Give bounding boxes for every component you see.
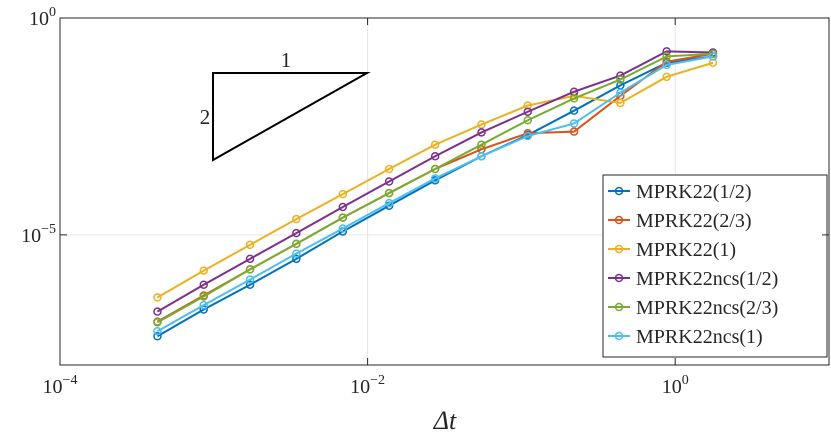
tick-exponent: −2: [370, 373, 385, 388]
legend-marker: [614, 331, 624, 341]
marker: [292, 249, 301, 258]
marker: [384, 198, 394, 208]
marker: [245, 265, 255, 274]
legend-box: [602, 174, 828, 358]
marker: [477, 120, 486, 129]
x-axis-label: Δt: [433, 406, 457, 435]
marker: [430, 140, 440, 149]
marker: [292, 254, 301, 264]
tick-exponent: −4: [63, 373, 78, 388]
marker: [292, 228, 301, 238]
tick-label: 10−4: [43, 373, 78, 398]
marker: [662, 60, 671, 70]
legend: MPRK22(1/2) MPRK22(2/3) MPRK22(1) MPRK22ncs…: [602, 174, 828, 358]
marker: [569, 119, 579, 128]
tick-exponent: 0: [49, 5, 56, 20]
tick-base: 10: [29, 8, 49, 30]
slope-triangle: [212, 72, 371, 162]
marker: [153, 332, 162, 341]
marker: [384, 188, 394, 198]
tick-base: 10: [662, 376, 682, 398]
plot: [153, 47, 718, 341]
marker: [338, 202, 348, 212]
legend-label: MPRK22(1/2): [636, 181, 752, 203]
marker: [338, 213, 348, 222]
legend-label: MPRK22(1): [636, 239, 736, 261]
marker: [569, 94, 579, 103]
legend-marker: [614, 244, 624, 254]
tick-base: 10: [21, 225, 41, 247]
legend-marker: [614, 186, 624, 196]
tick-label: 100: [662, 373, 689, 398]
marker: [292, 239, 301, 249]
marker: [292, 214, 301, 224]
marker: [708, 52, 718, 61]
axes-box: [59, 17, 830, 366]
legend-marker: [614, 302, 624, 312]
marker: [384, 177, 394, 186]
marker: [569, 127, 579, 136]
marker: [430, 151, 440, 161]
marker: [153, 293, 162, 302]
marker: [153, 307, 162, 316]
tick-base: 10: [43, 376, 63, 398]
marker: [199, 292, 208, 301]
tick-label: 10−2: [350, 373, 385, 398]
series-line: [156, 52, 714, 324]
run-label: 1: [281, 48, 292, 72]
marker: [662, 52, 671, 61]
marker: [523, 101, 533, 110]
marker: [616, 75, 625, 84]
marker: [662, 47, 671, 56]
marker: [477, 128, 486, 137]
rise-label: 2: [200, 105, 211, 129]
marker: [523, 131, 533, 141]
marker: [199, 280, 208, 289]
marker: [477, 151, 486, 161]
marker: [430, 164, 440, 174]
legend-label: MPRK22ncs(2/3): [636, 297, 778, 319]
marker: [338, 224, 348, 233]
marker: [523, 115, 533, 125]
series-line: [156, 61, 714, 299]
legend-label: MPRK22(2/3): [636, 210, 752, 232]
marker: [199, 266, 208, 275]
marker: [523, 107, 533, 116]
marker: [245, 275, 255, 284]
marker: [245, 254, 255, 264]
marker: [477, 140, 486, 149]
tick-label: 10−5: [21, 222, 56, 247]
series-line: [156, 55, 714, 338]
marker: [430, 174, 440, 183]
legend-marker: [614, 215, 624, 225]
marker: [616, 98, 625, 108]
marker: [384, 164, 394, 174]
tick-label: 100: [29, 5, 56, 30]
marker: [245, 280, 255, 289]
tick-exponent: 0: [682, 373, 689, 388]
legend-label: MPRK22ncs(1): [636, 326, 763, 348]
marker: [153, 326, 162, 336]
marker: [616, 88, 625, 97]
tick-base: 10: [350, 376, 370, 398]
marker: [153, 318, 162, 327]
legend-marker: [614, 273, 624, 283]
marker: [245, 240, 255, 250]
marker: [569, 106, 579, 115]
tick-exponent: −5: [41, 222, 56, 237]
marker: [338, 189, 348, 199]
series-line: [156, 55, 714, 333]
legend-label: MPRK22ncs(1/2): [636, 268, 778, 290]
marker: [199, 300, 208, 310]
marker: [662, 72, 671, 82]
